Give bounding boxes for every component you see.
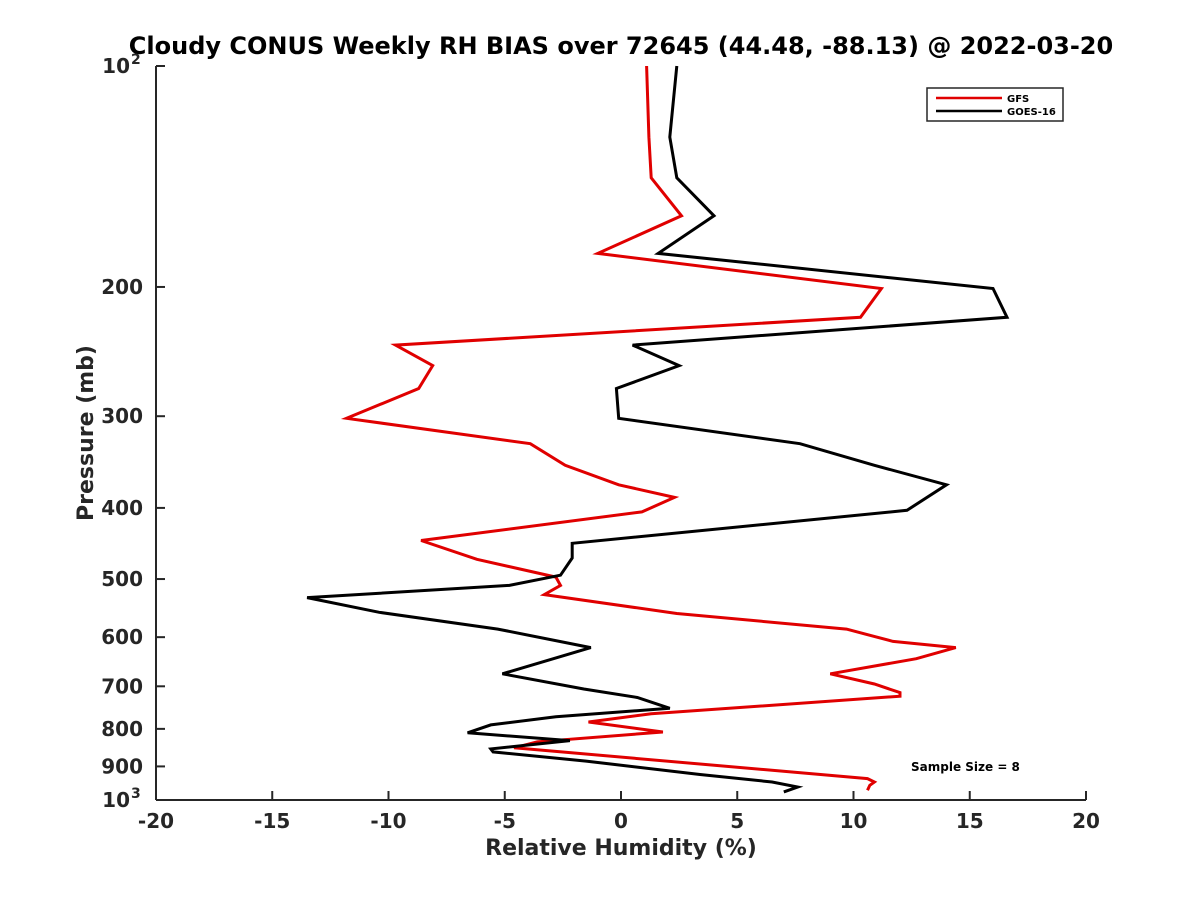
y-tick-exponent: 3 — [131, 786, 141, 802]
series-line-goes-16 — [306, 65, 1010, 794]
chart-title: Cloudy CONUS Weekly RH BIAS over 72645 (… — [129, 32, 1113, 60]
y-tick-label: 600 — [101, 625, 143, 649]
legend-label: GFS — [1007, 94, 1029, 105]
series-line-gfs — [340, 65, 957, 791]
x-tick-label: -15 — [254, 809, 290, 833]
x-tick-label: 5 — [730, 809, 744, 833]
x-tick-label: 10 — [840, 809, 868, 833]
y-tick-label: 500 — [101, 567, 143, 591]
x-tick-label: -10 — [370, 809, 406, 833]
axes — [155, 66, 1086, 801]
legend-label: GOES-16 — [1007, 107, 1056, 118]
y-tick-label: 800 — [101, 717, 143, 741]
y-tick-label: 400 — [101, 496, 143, 520]
x-tick-label: 15 — [956, 809, 984, 833]
x-tick-label: -20 — [138, 809, 174, 833]
y-tick-label: 700 — [101, 674, 143, 698]
legend-box — [926, 87, 1064, 122]
y-tick-exponent: 2 — [131, 52, 141, 68]
series-lines — [306, 65, 1010, 794]
x-ticks: -20 -15 -10 -5 0 5 10 15 20 — [138, 791, 1100, 833]
y-tick-label: 10 — [102, 788, 130, 812]
x-tick-label: -5 — [494, 809, 516, 833]
sample-size-annotation: Sample Size = 8 — [911, 760, 1020, 774]
x-tick-label: 0 — [614, 809, 628, 833]
x-axis-label: Relative Humidity (%) — [485, 836, 757, 861]
x-tick-label: 20 — [1072, 809, 1100, 833]
y-tick-label: 200 — [101, 275, 143, 299]
y-tick-label: 900 — [101, 754, 143, 778]
y-tick-label: 10 — [102, 54, 130, 78]
legend: GFS GOES-16 — [926, 87, 1064, 122]
y-axis-label: Pressure (mb) — [74, 345, 99, 521]
y-tick-label: 300 — [101, 404, 143, 428]
